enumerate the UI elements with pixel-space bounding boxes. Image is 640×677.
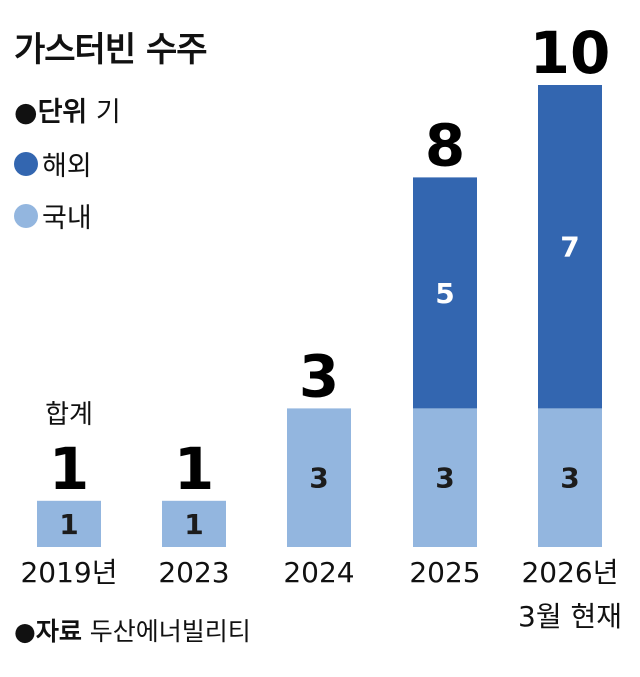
- legend-label-overseas: 해외: [42, 151, 92, 182]
- bar-value-label: 5: [435, 277, 454, 310]
- bar-total-label: 1: [49, 435, 89, 503]
- legend-label-domestic: 국내: [42, 203, 92, 234]
- legend-swatch-overseas: [14, 151, 38, 176]
- bar-segment-overseas: [538, 85, 602, 409]
- legend-item-domestic: 국내: [14, 196, 92, 235]
- bar-segment-domestic: [287, 408, 351, 547]
- x-tick-label: 2024: [283, 556, 354, 589]
- x-tick-label: 2026년: [521, 556, 618, 589]
- x-tick-label: 2025: [409, 556, 480, 589]
- bar-value-label: 1: [59, 508, 78, 541]
- source-value: 두산에너빌리티: [89, 617, 251, 646]
- bar-value-label: 3: [435, 462, 454, 495]
- bar-segment-domestic: [162, 500, 226, 547]
- chart-title: 가스터빈 수주: [14, 30, 208, 70]
- bar-total-label: 10: [530, 19, 611, 87]
- unit-note: ●단위 기: [14, 90, 121, 129]
- total-annotation: 합계: [45, 400, 93, 430]
- unit-label: 단위: [37, 97, 88, 128]
- bar-total-label: 1: [174, 435, 214, 503]
- legend-swatch-domestic: [14, 203, 38, 228]
- bar-segment-domestic: [413, 408, 477, 547]
- bar-total-label: 3: [299, 342, 339, 410]
- source-label: 자료: [35, 617, 82, 646]
- bar-total-label: 8: [425, 111, 465, 179]
- x-tick-label: 3월 현재: [518, 600, 622, 633]
- legend-item-overseas: 해외: [14, 144, 92, 183]
- bar-segment-domestic: [538, 408, 602, 547]
- x-tick-label: 2023: [158, 556, 229, 589]
- bar-value-label: 1: [184, 508, 203, 541]
- bar-value-label: 3: [560, 462, 579, 495]
- bar-segment-overseas: [413, 177, 477, 409]
- x-tick-label: 2019년: [20, 556, 117, 589]
- unit-value: 기: [95, 97, 121, 128]
- source-bullet: ●: [14, 617, 36, 646]
- bar-value-label: 3: [309, 462, 328, 495]
- bar-segment-domestic: [37, 500, 101, 547]
- unit-bullet: ●: [14, 97, 38, 128]
- source-note: ●자료 두산에너빌리티: [14, 612, 251, 648]
- bar-value-label: 7: [560, 231, 579, 264]
